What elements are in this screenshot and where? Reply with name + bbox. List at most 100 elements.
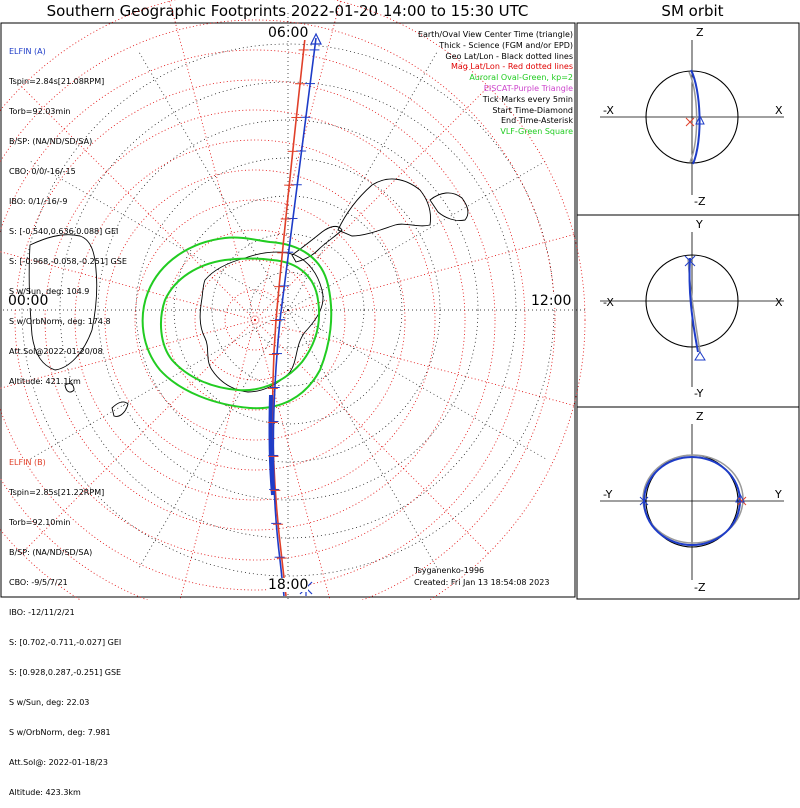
auroral-oval-outer — [141, 236, 333, 410]
time-label-top: 06:00 — [268, 25, 309, 41]
elfin-a-line: Att.Sol@2022-01-20/08 — [9, 347, 103, 356]
elfin-b-header: ELFIN (B) — [9, 458, 46, 467]
africa-coast — [429, 192, 469, 221]
auroral-oval — [141, 236, 333, 410]
orbit-yz-right-label: Y — [775, 488, 782, 501]
track-tick-marks — [267, 49, 320, 559]
mag-lon-line — [254, 234, 574, 321]
mag-lon-line — [0, 251, 256, 321]
elfin-a-science-segment — [268, 394, 275, 496]
orbit-start-triangle — [735, 492, 745, 503]
orbit-panel-xz — [600, 40, 784, 195]
orbit-panel-xy-frame — [576, 214, 800, 408]
elfin-b-line: S: [0.928,0.287,-0.251] GSE — [9, 668, 122, 677]
south-america-coast — [337, 178, 431, 237]
created-label: Created: Fri Jan 13 18:54:08 2023 — [414, 578, 550, 587]
orbit-path-a — [690, 69, 701, 165]
mag-lon-line — [169, 1, 256, 321]
map-legend: Earth/Oval View Center Time (triangle) Th… — [418, 30, 573, 138]
mag-lon-line — [254, 1, 341, 321]
orbit-xy-top-label: Y — [696, 218, 703, 231]
elfin-b-line: B/SP: (NA/ND/SD/SA) — [9, 548, 93, 557]
orbit-panel-xz-frame — [576, 22, 800, 216]
sm-orbit-title: SM orbit — [661, 2, 724, 20]
elfin-b-line: IBO: -12/11/2/21 — [9, 608, 75, 617]
elfin-b-line: Att.Sol@: 2022-01-18/23 — [9, 758, 108, 767]
australia-coast — [28, 234, 98, 371]
mag-lat-circle — [134, 199, 376, 441]
geo-lon-line — [287, 159, 548, 311]
elfin-b-line: Altitude: 423.3km — [9, 788, 81, 797]
elfin-a-line: S: [-0.540,0.636,0.088] GEI — [9, 227, 119, 236]
tasmania-coast — [64, 383, 75, 393]
orbit-xz-top-label: Z — [696, 26, 704, 39]
elfin-b-line: CBO: -9/5/7/21 — [9, 578, 68, 587]
orbit-xy-right-label: X — [775, 296, 783, 309]
elfin-a-line: S w/OrbNorm, deg: 174.8 — [9, 317, 111, 326]
elfin-a-header: ELFIN (A) — [9, 47, 46, 56]
mag-lat-circle — [44, 109, 466, 531]
time-label-left: 00:00 — [8, 293, 49, 309]
legend-item: Thick - Science (FGM and/or EPD) — [439, 40, 573, 50]
elfin-a-line: Tspin=2.84s[21.08RPM] — [9, 77, 105, 86]
elfin-b-track — [271, 37, 306, 597]
mag-lat-circle — [0, 0, 586, 600]
legend-item: Geo Lat/Lon - Black dotted lines — [445, 51, 573, 61]
polar-map-layer — [0, 0, 588, 600]
orbit-end-marker — [685, 117, 695, 127]
orbit-path-gray — [688, 71, 698, 163]
elfin-a-track — [272, 37, 317, 597]
orbit-panel-yz-frame — [576, 406, 800, 600]
geo-lat-circle — [97, 119, 479, 501]
legend-item: End Time-Asterisk — [500, 116, 573, 126]
new-zealand-coast — [111, 401, 129, 417]
legend-item: Tick Marks every 5min — [482, 94, 573, 104]
elfin-a-info: ELFIN (A) Tspin=2.84s[21.08RPM] Torb=92.… — [9, 27, 127, 397]
model-label: Tsyganenko-1996 — [414, 566, 485, 575]
orbit-yz-bottom-label: -Z — [694, 581, 706, 594]
footprint-map — [0, 0, 800, 600]
orbit-start-triangle — [694, 351, 706, 361]
legend-item: Earth/Oval View Center Time (triangle) — [417, 30, 573, 39]
orbit-panel-yz — [600, 424, 784, 580]
orbit-xy-bottom-label: -Y — [694, 387, 704, 400]
orbit-yz-top-label: Z — [696, 410, 704, 423]
orbit-xz-right-label: X — [775, 104, 783, 117]
orbit-xy-left-label: -X — [603, 296, 614, 309]
elfin-a-line: Torb=92.03min — [9, 107, 71, 116]
orbit-panel-xy — [600, 232, 784, 387]
map-frame — [0, 22, 576, 598]
earth-circle — [645, 254, 739, 348]
mag-lat-circle — [74, 139, 436, 501]
elfin-b-line: Tspin=2.85s[21.22RPM] — [9, 488, 105, 497]
legend-item: Mag Lat/Lon - Red dotted lines — [450, 62, 573, 72]
legend-item: EISCAT-Purple Triangle — [483, 83, 573, 93]
elfin-a-line: S w/Sun, deg: 104.9 — [9, 287, 90, 296]
elfin-a-line: S: [-0.968,-0.058,-0.251] GSE — [9, 257, 127, 266]
mag-lat-circle — [0, 19, 556, 600]
mag-lon-line — [254, 319, 489, 554]
geo-lat-circle — [21, 43, 555, 577]
mag-lon-line — [0, 319, 256, 389]
auroral-oval-inner — [160, 257, 321, 392]
mag-lon-line — [254, 86, 489, 321]
elfin-b-line: S w/OrbNorm, deg: 7.981 — [9, 728, 111, 737]
legend-item: Start Time-Diamond — [492, 105, 573, 115]
elfin-a-line: B/SP: (NA/ND/SD/SA) — [9, 137, 93, 146]
legend-item: Auroral Oval-Green, kp=2 — [469, 73, 573, 83]
elfin-a-view-center-triangle — [310, 32, 322, 45]
orbit-end-marker — [684, 255, 696, 267]
mag-lon-line — [179, 319, 256, 600]
orbit-end-marker-a — [639, 496, 649, 506]
orbit-xz-left-label: -X — [603, 104, 614, 117]
legend-item: VLF-Green Square — [500, 127, 573, 137]
elfin-b-line: S w/Sun, deg: 22.03 — [9, 698, 90, 707]
elfin-b-info: ELFIN (B) Tspin=2.85s[21.22RPM] Torb=92.… — [9, 438, 121, 808]
elfin-a-line: Altitude: 421.1km — [9, 377, 81, 386]
mag-lon-line — [254, 319, 574, 406]
elfin-b-line: S: [0.702,-0.711,-0.027] GEI — [9, 638, 122, 647]
orbit-xz-bottom-label: -Z — [694, 195, 706, 208]
orbit-yz-left-label: -Y — [603, 488, 613, 501]
geo-lon-line — [287, 50, 439, 311]
elfin-a-line: IBO: 0/1/-16/-9 — [9, 197, 68, 206]
